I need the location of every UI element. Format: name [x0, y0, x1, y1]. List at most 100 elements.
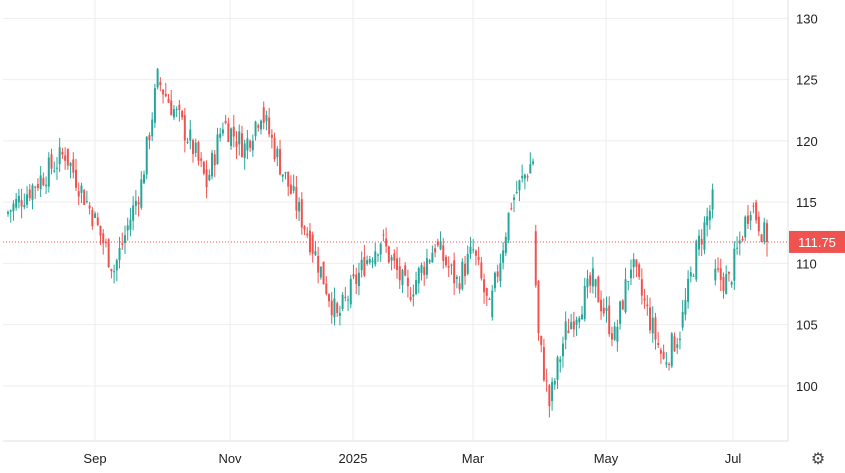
- candle-body: [262, 107, 265, 123]
- candle-body: [12, 203, 15, 212]
- candle-body: [181, 110, 184, 118]
- candle-body: [328, 294, 331, 302]
- y-tick-label: 120: [796, 134, 818, 149]
- candle-body: [719, 268, 722, 280]
- candle-body: [597, 276, 600, 303]
- candle-body: [145, 136, 148, 175]
- candle-body: [532, 161, 535, 164]
- candle-body: [420, 264, 423, 273]
- candle-body: [540, 335, 543, 345]
- y-tick-label: 110: [796, 256, 817, 271]
- candle-body: [447, 266, 450, 268]
- candle-body: [99, 225, 102, 236]
- candle-body: [251, 140, 254, 151]
- candle-body: [26, 194, 29, 205]
- candle-body: [83, 190, 86, 205]
- candle-body: [439, 241, 442, 250]
- candle-body: [232, 126, 235, 137]
- candle-body: [542, 347, 545, 381]
- candle-body: [523, 174, 526, 179]
- candle-body: [657, 343, 660, 346]
- candle-body: [632, 259, 635, 268]
- candle-body: [379, 243, 382, 255]
- candle-body: [412, 294, 415, 297]
- candle-body: [246, 138, 249, 151]
- candle-body: [659, 349, 662, 354]
- candle-body: [159, 82, 162, 86]
- candle-body: [197, 142, 200, 161]
- candle-body: [398, 266, 401, 281]
- candle-body: [151, 119, 154, 137]
- candle-body: [276, 148, 279, 158]
- candle-body: [406, 277, 409, 287]
- candle-body: [575, 319, 578, 325]
- candle-body: [551, 381, 554, 402]
- candle-body: [77, 191, 80, 197]
- candle-body: [47, 157, 50, 187]
- candle-body: [619, 301, 622, 324]
- candle-body: [178, 104, 181, 111]
- candle-body: [434, 248, 437, 253]
- candle-body: [153, 88, 156, 123]
- candle-body: [567, 330, 570, 334]
- candle-body: [627, 281, 630, 283]
- candle-body: [219, 133, 222, 138]
- candle-body: [88, 205, 91, 209]
- candle-body: [409, 296, 412, 300]
- candle-body: [298, 202, 301, 212]
- candle-body: [670, 333, 673, 367]
- candle-body: [444, 256, 447, 266]
- x-tick-label: Sep: [83, 451, 106, 466]
- axes: 100 105 110 115 120 125 130 Sep Nov 2025 Mar May Jul: [3, 0, 818, 466]
- candle-body: [273, 137, 276, 160]
- candle-body: [695, 240, 698, 280]
- candle-body: [94, 213, 97, 218]
- candle-body: [689, 272, 692, 277]
- candle-body: [676, 344, 679, 348]
- candle-body: [80, 185, 83, 193]
- candle-body: [344, 296, 347, 298]
- candle-body: [602, 307, 605, 314]
- candle-body: [706, 216, 709, 226]
- last-price-tag: [789, 230, 845, 253]
- candle-body: [684, 300, 687, 315]
- candle-body: [477, 256, 480, 261]
- candle-body: [714, 268, 717, 281]
- candle-body: [9, 210, 12, 212]
- candle-body: [561, 343, 564, 357]
- candle-body: [649, 307, 652, 331]
- candle-body: [243, 143, 246, 159]
- candle-body: [156, 69, 159, 88]
- candle-body: [559, 359, 562, 362]
- candle-body: [401, 270, 404, 286]
- candle-body: [423, 266, 426, 275]
- candle-body: [591, 268, 594, 287]
- candle-body: [17, 195, 20, 203]
- candle-body: [608, 305, 611, 335]
- candle-body: [504, 236, 507, 253]
- candle-body: [646, 304, 649, 307]
- candle-body: [635, 259, 638, 267]
- candle-body: [50, 154, 53, 169]
- candle-body: [736, 247, 739, 249]
- candle-body: [431, 252, 434, 263]
- candle-body: [143, 174, 146, 184]
- candle-body: [488, 299, 491, 301]
- candle-body: [521, 175, 524, 179]
- gear-icon[interactable]: ⚙: [810, 451, 826, 468]
- candle-body: [311, 234, 314, 254]
- candle-body: [300, 199, 303, 228]
- candle-body: [240, 133, 243, 157]
- candle-body: [763, 222, 766, 242]
- candle-body: [306, 233, 309, 236]
- candle-body: [766, 223, 768, 242]
- candle-body: [738, 240, 741, 244]
- candle-body: [717, 268, 720, 270]
- candle-body: [583, 286, 586, 319]
- candle-body: [268, 117, 271, 135]
- candle-body: [760, 234, 763, 242]
- candle-body: [23, 205, 26, 207]
- candle-body: [708, 210, 711, 221]
- candle-body: [455, 276, 458, 279]
